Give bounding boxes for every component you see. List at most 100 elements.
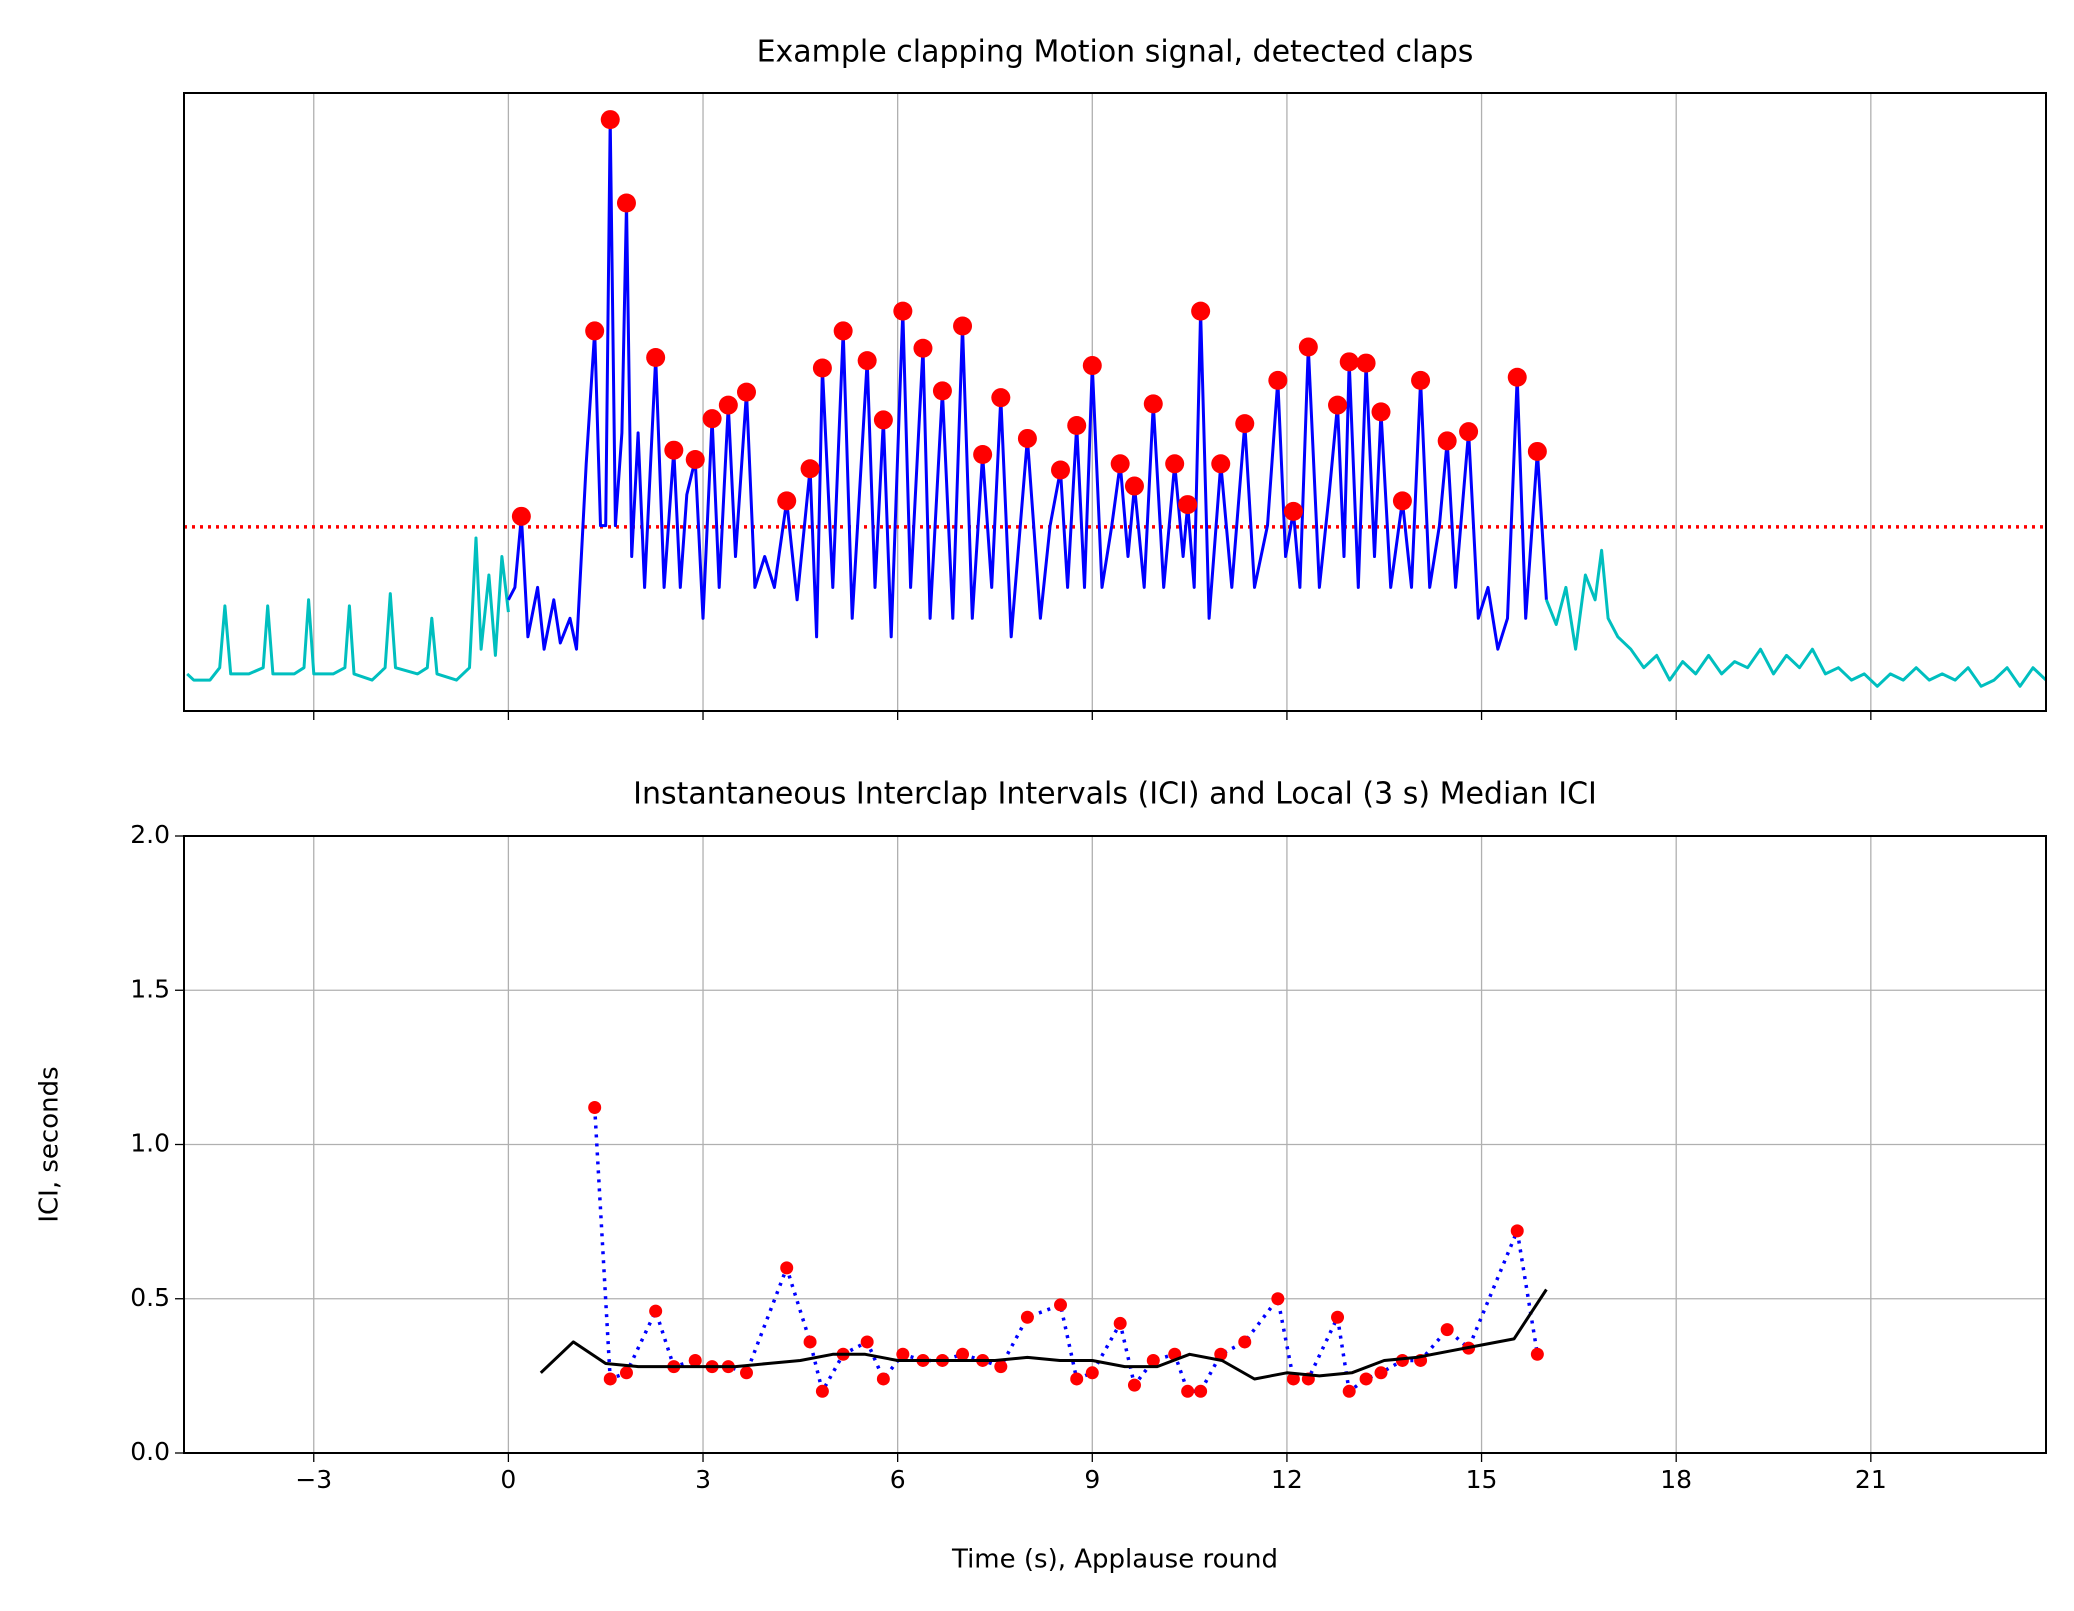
axes-frame: [183, 835, 2047, 1454]
point: [702, 409, 722, 429]
point: [1054, 1298, 1068, 1312]
point: [953, 316, 973, 336]
point: [646, 348, 666, 368]
point: [857, 351, 877, 371]
point: [649, 1304, 663, 1318]
point: [1298, 337, 1318, 357]
point: [1339, 352, 1359, 372]
point: [1268, 370, 1288, 390]
point: [1507, 367, 1527, 387]
point: [1459, 422, 1479, 442]
point: [1146, 1353, 1160, 1367]
point: [932, 381, 952, 401]
point: [1359, 1372, 1373, 1386]
point: [876, 1372, 890, 1386]
point: [1530, 1347, 1544, 1361]
point: [1214, 1347, 1228, 1361]
series-line: [1545, 548, 2048, 688]
point: [1211, 454, 1231, 474]
point: [1510, 1224, 1524, 1238]
point: [1067, 415, 1087, 435]
point: [991, 388, 1011, 408]
point: [739, 1366, 753, 1380]
point: [800, 459, 820, 479]
point: [1331, 1310, 1345, 1324]
point: [1110, 454, 1130, 474]
point: [893, 301, 913, 321]
chart-title: Example clapping Motion signal, detected…: [757, 35, 1474, 70]
point: [588, 1100, 602, 1114]
point: [1194, 1384, 1208, 1398]
point: [994, 1360, 1008, 1374]
y-tick-label: 1.0: [130, 1129, 170, 1158]
series-line: [186, 536, 510, 682]
x-tick-label: 9: [1084, 1465, 1100, 1494]
point: [600, 110, 620, 130]
point: [688, 1353, 702, 1367]
point: [1356, 353, 1376, 373]
point: [1328, 395, 1348, 415]
point: [1527, 441, 1547, 461]
point: [603, 1372, 617, 1386]
point: [860, 1335, 874, 1349]
point: [1374, 1366, 1388, 1380]
point: [973, 445, 993, 465]
point: [803, 1335, 817, 1349]
x-tick-label: 6: [890, 1465, 906, 1494]
point: [1440, 1323, 1454, 1337]
point: [777, 491, 797, 511]
y-tick-label: 0.5: [130, 1283, 170, 1312]
point: [1017, 428, 1037, 448]
point: [619, 1366, 633, 1380]
y-tick-label: 1.5: [130, 974, 170, 1003]
point: [1143, 394, 1163, 414]
x-tick-label: 18: [1660, 1465, 1692, 1494]
axes-frame: [183, 92, 2047, 712]
point: [1286, 1372, 1300, 1386]
x-tick-label: −3: [295, 1465, 332, 1494]
point: [1165, 454, 1185, 474]
point: [833, 321, 853, 341]
point: [685, 449, 705, 469]
point: [1020, 1310, 1034, 1324]
y-tick-label: 2.0: [130, 820, 170, 849]
x-tick-label: 12: [1271, 1465, 1303, 1494]
point: [956, 1347, 970, 1361]
x-tick-label: 15: [1466, 1465, 1498, 1494]
point: [585, 321, 605, 341]
point: [780, 1261, 794, 1275]
point: [896, 1347, 910, 1361]
x-tick-label: 3: [695, 1465, 711, 1494]
point: [913, 338, 933, 358]
point: [1392, 491, 1412, 511]
point: [664, 440, 684, 460]
point: [815, 1384, 829, 1398]
point: [1113, 1316, 1127, 1330]
point: [1127, 1378, 1141, 1392]
point: [1178, 495, 1198, 515]
point: [616, 193, 636, 213]
point: [1283, 501, 1303, 521]
series-line: [507, 118, 1548, 651]
x-tick-label: 0: [500, 1465, 516, 1494]
point: [1085, 1366, 1099, 1380]
point: [1181, 1384, 1195, 1398]
point: [1342, 1384, 1356, 1398]
point: [812, 358, 832, 378]
point: [1191, 301, 1211, 321]
point: [1051, 460, 1071, 480]
series-line: [592, 1107, 1540, 1394]
point: [1437, 431, 1457, 451]
point: [1411, 370, 1431, 390]
series-line: [539, 1288, 1548, 1381]
point: [718, 395, 738, 415]
point: [1238, 1335, 1252, 1349]
point: [1082, 356, 1102, 376]
point: [1124, 476, 1144, 496]
x-axis-label: Time (s), Applause round: [951, 1545, 1278, 1575]
point: [736, 382, 756, 402]
chart-title: Instantaneous Interclap Intervals (ICI) …: [633, 777, 1597, 812]
point: [1271, 1292, 1285, 1306]
y-tick-label: 0.0: [130, 1437, 170, 1466]
